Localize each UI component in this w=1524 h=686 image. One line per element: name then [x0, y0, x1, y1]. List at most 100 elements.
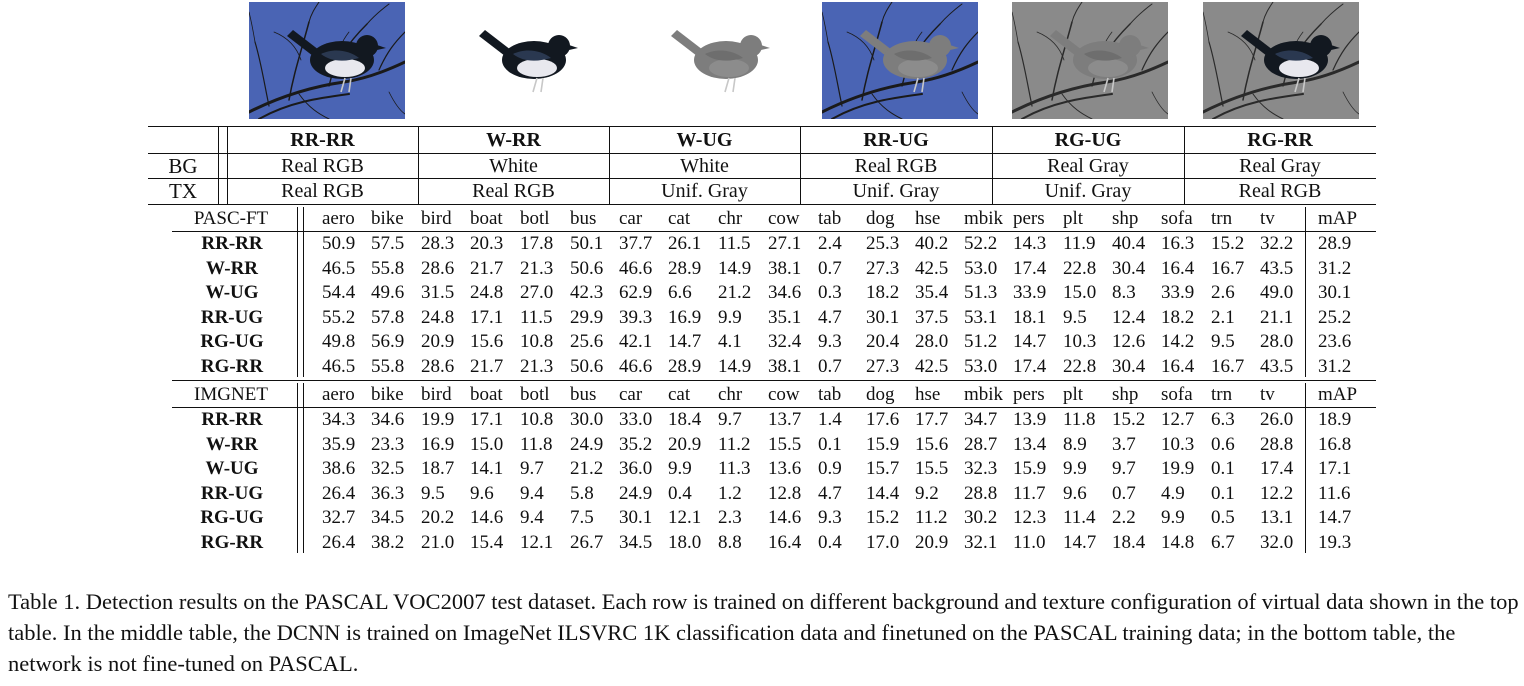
results-cell: 28.9	[668, 257, 702, 279]
results-cell: 14.6	[470, 507, 504, 529]
results-cell: 9.4	[520, 482, 544, 504]
results-cell: 2.6	[1211, 282, 1235, 304]
thumbnail-image	[441, 2, 597, 119]
config-bg-value: Real Gray	[1047, 155, 1129, 177]
results-column-header: cat	[668, 208, 691, 229]
results-cell: 12.3	[1013, 507, 1047, 529]
results-cell: 13.4	[1013, 433, 1047, 455]
results-double-rule-a	[297, 207, 298, 377]
results-divider-rule	[172, 380, 1376, 381]
results-cell: 14.2	[1161, 331, 1195, 353]
results-cell: 18.2	[1161, 306, 1195, 328]
results-cell: 13.9	[1013, 409, 1047, 430]
results-cell: 35.1	[768, 306, 802, 328]
results-cell: 30.4	[1112, 356, 1146, 377]
results-cell: 38.6	[322, 458, 356, 480]
results-cell: 32.7	[322, 507, 356, 529]
results-cell: 9.5	[1211, 331, 1235, 353]
results-cell: 25.2	[1318, 306, 1352, 328]
results-cell: 17.1	[1318, 458, 1352, 480]
results-cell: 15.9	[1013, 458, 1047, 480]
results-cell: 12.1	[520, 532, 554, 553]
results-map-rule	[1305, 383, 1306, 553]
results-cell: 9.9	[668, 458, 692, 480]
config-bg-value: White	[489, 155, 538, 177]
results-cell: 51.2	[964, 331, 998, 353]
results-cell: 18.0	[668, 532, 702, 553]
results-cell: 49.6	[371, 282, 405, 304]
results-column-header: car	[619, 208, 643, 229]
results-cell: 16.8	[1318, 433, 1352, 455]
results-cell: 10.3	[1063, 331, 1097, 353]
results-cell: 33.9	[1161, 282, 1195, 304]
results-cell: 33.0	[619, 409, 653, 430]
results-cell: 16.3	[1161, 233, 1195, 254]
thumbnail-image	[633, 2, 789, 119]
results-cell: 49.0	[1260, 282, 1294, 304]
results-row-label: RG-RR	[200, 356, 264, 377]
results-cell: 55.2	[322, 306, 356, 328]
results-cell: 0.7	[1112, 482, 1136, 504]
results-cell: 11.3	[718, 458, 751, 480]
results-cell: 0.1	[818, 433, 842, 455]
results-cell: 34.5	[371, 507, 405, 529]
config-bottom-rule	[148, 204, 1376, 205]
results-cell: 11.7	[1013, 482, 1046, 504]
results-cell: 14.4	[866, 482, 900, 504]
results-cell: 32.2	[1260, 233, 1294, 254]
results-row-label: W-RR	[205, 433, 259, 455]
results-cell: 13.7	[768, 409, 802, 430]
results-cell: 9.9	[1063, 458, 1087, 480]
results-cell: 9.3	[818, 331, 842, 353]
results-cell: 50.6	[570, 257, 604, 279]
results-row-label: RG-UG	[200, 331, 264, 353]
results-cell: 32.5	[371, 458, 405, 480]
config-header-rule	[148, 153, 1376, 154]
results-cell: 43.5	[1260, 356, 1294, 377]
results-cell: 13.1	[1260, 507, 1294, 529]
results-cell: 33.9	[1013, 282, 1047, 304]
results-cell: 10.8	[520, 331, 554, 353]
thumbnail-rr-ug	[822, 2, 978, 119]
results-cell: 9.6	[1063, 482, 1087, 504]
results-cell: 18.9	[1318, 409, 1352, 430]
results-cell: 53.0	[964, 356, 998, 377]
results-cell: 26.4	[322, 532, 356, 553]
results-cell: 42.1	[619, 331, 653, 353]
results-cell: 11.0	[1013, 532, 1046, 553]
config-column-divider	[800, 127, 801, 204]
results-cell: 16.4	[1161, 257, 1195, 279]
results-column-header: trn	[1211, 384, 1233, 405]
results-cell: 28.9	[1318, 233, 1352, 254]
results-row-label: RG-UG	[200, 507, 264, 529]
results-cell: 46.5	[322, 356, 356, 377]
config-tx-value: Real RGB	[1238, 180, 1322, 202]
results-cell: 42.5	[915, 257, 949, 279]
results-row-label: W-UG	[205, 282, 259, 304]
results-cell: 6.3	[1211, 409, 1235, 430]
results-column-header: hse	[915, 384, 941, 405]
results-table-title: PASC-FT	[193, 208, 269, 229]
results-cell: 15.2	[866, 507, 900, 529]
results-cell: 18.4	[1112, 532, 1146, 553]
results-cell: 20.4	[866, 331, 900, 353]
results-cell: 12.6	[1112, 331, 1146, 353]
results-cell: 14.1	[470, 458, 504, 480]
results-column-header: trn	[1211, 208, 1233, 229]
results-cell: 5.8	[570, 482, 594, 504]
results-cell: 53.1	[964, 306, 998, 328]
results-cell: 34.3	[322, 409, 356, 430]
results-cell: 11.8	[1063, 409, 1096, 430]
results-cell: 0.3	[818, 282, 842, 304]
config-bg-value: Real RGB	[854, 155, 938, 177]
results-cell: 2.1	[1211, 306, 1235, 328]
results-cell: 11.8	[520, 433, 553, 455]
results-cell: 20.2	[421, 507, 455, 529]
results-cell: 1.2	[718, 482, 742, 504]
results-cell: 38.1	[768, 356, 802, 377]
results-cell: 9.9	[1161, 507, 1185, 529]
results-cell: 14.7	[1318, 507, 1352, 529]
results-cell: 55.8	[371, 356, 405, 377]
results-cell: 15.7	[866, 458, 900, 480]
results-cell: 9.5	[421, 482, 445, 504]
